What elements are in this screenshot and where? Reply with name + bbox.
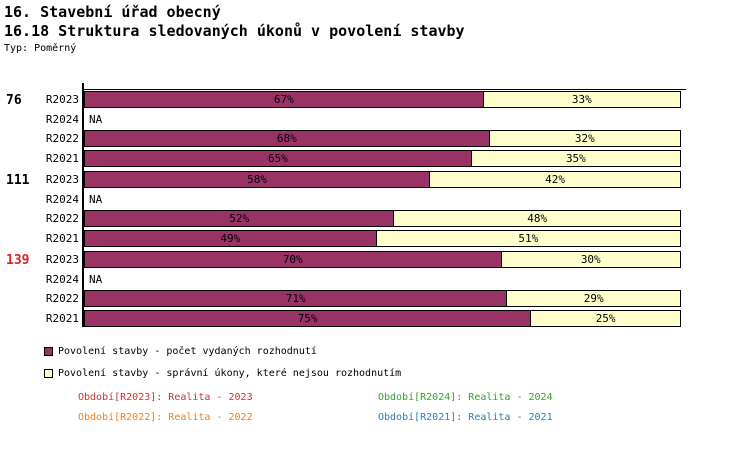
segment-percent-label: 33%	[571, 93, 592, 106]
footer-period-label-r2022: Období[R2022]: Realita - 2022	[78, 412, 253, 423]
na-label: NA	[89, 192, 103, 206]
period-label: R2024	[45, 272, 79, 286]
segment-percent-label: 67%	[273, 93, 294, 106]
bar-segment-other-acts: 32%	[489, 131, 680, 146]
bar-segment-decisions: 52%	[85, 211, 395, 226]
legend-swatch-other-acts	[44, 369, 53, 378]
segment-percent-label: 32%	[574, 132, 595, 145]
bar-segment-other-acts: 51%	[376, 230, 680, 246]
period-label: R2022	[45, 212, 79, 225]
segment-percent-label: 35%	[565, 151, 586, 165]
group-value-label: 139	[6, 253, 30, 268]
segment-percent-label: 52%	[229, 212, 250, 225]
period-label: R2023	[45, 93, 79, 106]
bar-segment-decisions: 70%	[85, 252, 502, 267]
bar-segment-other-acts: 42%	[430, 172, 680, 187]
segment-percent-label: 70%	[282, 253, 303, 266]
segment-percent-label: 49%	[220, 231, 241, 245]
period-label: R2024	[45, 192, 79, 206]
period-label: R2022	[45, 132, 79, 145]
chart-type-label: Typ: Poměrný	[4, 43, 77, 54]
period-label: R2023	[45, 173, 79, 186]
segment-percent-label: 75%	[297, 311, 318, 325]
group-value-label: 111	[6, 173, 30, 188]
segment-percent-label: 68%	[276, 132, 297, 145]
bar-segment-other-acts: 48%	[394, 211, 680, 226]
segment-percent-label: 48%	[527, 212, 548, 225]
segment-percent-label: 65%	[267, 151, 288, 165]
bar-segment-other-acts: 25%	[531, 310, 680, 326]
footer-period-label-r2023: Období[R2023]: Realita - 2023	[78, 392, 253, 403]
segment-percent-label: 29%	[583, 292, 604, 305]
segment-percent-label: 42%	[545, 173, 565, 186]
bar-segment-other-acts: 29%	[507, 291, 680, 306]
stacked-bar: 67% 33%	[84, 91, 681, 108]
period-label: R2024	[45, 112, 79, 126]
stacked-bar: 49% 51%	[84, 229, 681, 247]
stacked-bar: 71% 29%	[84, 290, 681, 307]
stacked-bar: 75% 25%	[84, 309, 681, 327]
chart-title-line1: 16. Stavební úřad obecný	[4, 3, 221, 21]
bar-segment-decisions: 58%	[85, 172, 431, 187]
bar-segment-decisions: 71%	[85, 291, 508, 306]
bar-segment-decisions: 65%	[85, 150, 472, 166]
period-label: R2021	[45, 311, 79, 325]
stacked-bar: 58% 42%	[84, 171, 681, 188]
stacked-bar: 70% 30%	[84, 251, 681, 268]
segment-percent-label: 25%	[595, 311, 616, 325]
bar-segment-decisions: 75%	[85, 310, 532, 326]
chart-top-border	[83, 89, 686, 90]
stacked-bar: 65% 35%	[84, 149, 681, 167]
bar-segment-other-acts: 35%	[471, 150, 680, 166]
segment-percent-label: 58%	[247, 173, 267, 186]
stacked-bar: 68% 32%	[84, 130, 681, 147]
period-label: R2023	[45, 253, 79, 266]
period-label: R2021	[45, 231, 79, 245]
segment-percent-label: 51%	[518, 231, 539, 245]
legend-item-label: Povolení stavby - správní úkony, které n…	[58, 368, 402, 379]
stacked-bar: 52% 48%	[84, 210, 681, 227]
bar-segment-decisions: 49%	[85, 230, 377, 246]
footer-period-label-r2021: Období[R2021]: Realita - 2021	[378, 412, 553, 423]
group-value-label: 76	[6, 93, 22, 108]
bar-segment-decisions: 68%	[85, 131, 490, 146]
chart-title-line2: 16.18 Struktura sledovaných úkonů v povo…	[4, 22, 465, 40]
bar-segment-other-acts: 33%	[483, 92, 680, 107]
bar-segment-decisions: 67%	[85, 92, 484, 107]
bar-segment-other-acts: 30%	[501, 252, 680, 267]
footer-period-label-r2024: Období[R2024]: Realita - 2024	[378, 392, 553, 403]
legend-swatch-decisions	[44, 347, 53, 356]
period-label: R2021	[45, 151, 79, 165]
na-label: NA	[89, 112, 103, 126]
chart-y-axis	[82, 83, 84, 327]
legend-item-label: Povolení stavby - počet vydaných rozhodn…	[58, 346, 317, 357]
na-label: NA	[89, 272, 103, 286]
segment-percent-label: 71%	[285, 292, 306, 305]
period-label: R2022	[45, 292, 79, 305]
segment-percent-label: 30%	[580, 253, 601, 266]
